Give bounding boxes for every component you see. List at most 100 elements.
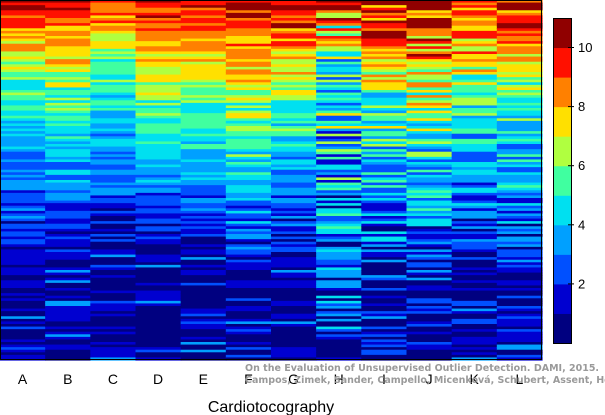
heatmap-cell <box>271 110 317 114</box>
heatmap-cell <box>45 69 91 73</box>
heatmap-cell <box>135 61 182 65</box>
heatmap-cell <box>45 54 91 58</box>
heatmap-cell <box>45 221 91 225</box>
heatmap-cell <box>225 110 272 114</box>
heatmap-cell <box>406 354 453 359</box>
heatmap-cell <box>180 110 227 114</box>
heatmap-cell <box>496 92 543 96</box>
heatmap-cell <box>361 336 408 341</box>
heatmap-cell <box>496 311 543 315</box>
heatmap-cell <box>451 198 498 202</box>
heatmap-cell <box>316 46 362 50</box>
heatmap-cell <box>316 329 362 333</box>
heatmap-cell <box>361 92 408 96</box>
heatmap-cell <box>135 344 182 348</box>
heatmap-cell <box>135 149 182 153</box>
heatmap-cell <box>496 226 543 230</box>
heatmap-cell <box>0 43 46 47</box>
heatmap-cell <box>316 192 362 197</box>
heatmap-cell <box>225 298 272 302</box>
heatmap-cell <box>225 100 272 104</box>
heatmap-cell <box>90 23 137 27</box>
heatmap-cell <box>361 7 408 11</box>
heatmap-cell <box>361 223 408 227</box>
heatmap-cell <box>361 5 408 9</box>
heatmap-cell <box>0 298 46 302</box>
heatmap-cell <box>361 308 408 312</box>
heatmap-cell <box>496 182 543 186</box>
heatmap-cell <box>271 120 317 125</box>
heatmap-cell <box>316 182 362 186</box>
heatmap-cell <box>90 223 137 227</box>
heatmap-cell <box>45 244 91 248</box>
heatmap-cell <box>0 136 46 140</box>
heatmap-cell <box>225 5 272 9</box>
heatmap-cell <box>451 329 498 333</box>
heatmap-cell <box>361 110 408 114</box>
heatmap-cell <box>271 46 317 50</box>
heatmap-cell <box>180 12 227 17</box>
heatmap-cell <box>361 51 408 55</box>
heatmap-cell <box>0 223 46 227</box>
heatmap-cell <box>90 61 137 65</box>
heatmap-cell <box>406 203 453 207</box>
heatmap-cell <box>406 192 453 197</box>
heatmap-cell <box>45 218 91 222</box>
heatmap-cell <box>451 311 498 315</box>
heatmap-cell <box>135 46 182 50</box>
heatmap-cell <box>0 216 46 220</box>
heatmap-cell <box>496 30 543 35</box>
heatmap-cell <box>271 187 317 191</box>
heatmap-cell <box>406 43 453 47</box>
heatmap-cell <box>225 43 272 47</box>
heatmap-cell <box>496 149 543 153</box>
heatmap-cell <box>90 115 137 119</box>
heatmap-cell <box>225 182 272 186</box>
heatmap-cell <box>361 306 408 310</box>
heatmap-cell <box>316 162 362 166</box>
heatmap-cell <box>496 303 543 307</box>
heatmap-cell <box>135 87 182 91</box>
heatmap-cell <box>361 38 408 42</box>
heatmap-cell <box>406 108 453 112</box>
heatmap-cell <box>451 10 498 14</box>
heatmap-cell <box>180 264 227 269</box>
heatmap-cell <box>406 218 453 222</box>
heatmap-cell <box>271 254 317 258</box>
heatmap-cell <box>0 159 46 163</box>
heatmap-cell <box>180 87 227 91</box>
heatmap-cell <box>0 190 46 194</box>
heatmap-cell <box>0 28 46 32</box>
heatmap-cell <box>496 110 543 114</box>
heatmap-cell <box>45 331 91 335</box>
heatmap-cell <box>451 164 498 168</box>
heatmap-cell <box>451 277 498 281</box>
heatmap-cell <box>225 236 272 240</box>
heatmap-cell <box>271 290 317 294</box>
heatmap-cell <box>90 102 137 107</box>
heatmap-cell <box>90 59 137 63</box>
heatmap-cell <box>496 272 543 276</box>
heatmap-cell <box>316 33 362 37</box>
heatmap-cell <box>406 41 453 45</box>
heatmap-cell <box>45 105 91 109</box>
heatmap-cell <box>361 0 408 4</box>
heatmap-cell <box>451 120 498 125</box>
x-tick-label: L <box>516 371 524 387</box>
heatmap-cell <box>90 192 137 197</box>
heatmap-cell <box>225 74 272 78</box>
heatmap-cell <box>135 154 182 158</box>
heatmap-cell <box>451 308 498 312</box>
heatmap-cell <box>406 113 453 117</box>
heatmap-cell <box>225 257 272 261</box>
heatmap-cell <box>90 226 137 230</box>
heatmap-cell <box>45 342 91 346</box>
heatmap-cell <box>45 5 91 9</box>
heatmap-cell <box>496 336 543 341</box>
heatmap-cell <box>180 190 227 194</box>
heatmap-cell <box>316 69 362 73</box>
heatmap-cell <box>45 95 91 99</box>
heatmap-cell <box>406 228 453 233</box>
heatmap-cell <box>135 295 182 299</box>
heatmap-cell <box>316 208 362 212</box>
